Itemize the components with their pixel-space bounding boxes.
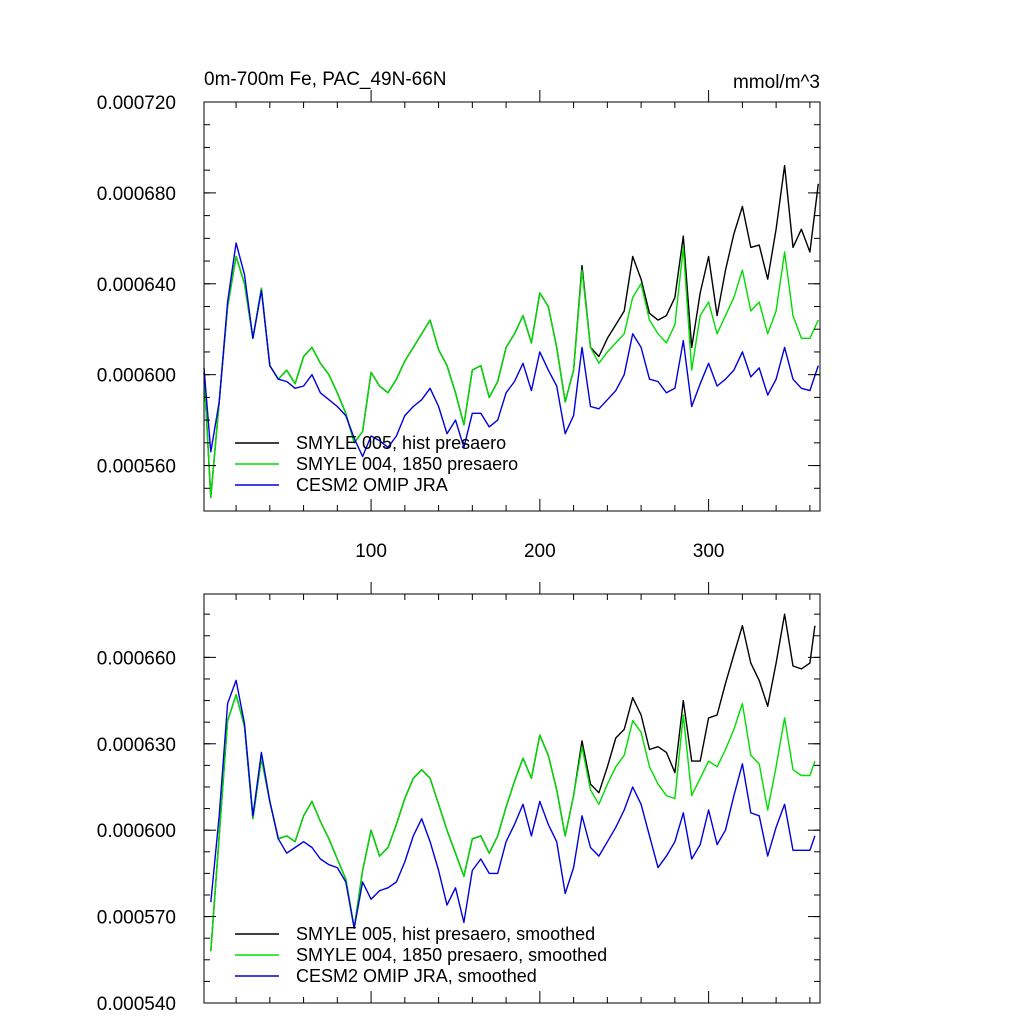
- chart-title: 0m-700m Fe, PAC_49N-66N: [204, 69, 447, 90]
- y-tick-label: 0.000640: [97, 275, 176, 296]
- series-lines: [210, 613, 816, 952]
- y-tick-label: 0.000600: [97, 821, 176, 842]
- x-tick-label: 200: [524, 541, 556, 562]
- series-line-1: [203, 246, 819, 499]
- y-tick-label: 0.000720: [97, 93, 176, 114]
- y-tick-label: 0.000560: [97, 457, 176, 478]
- x-tick-label: 300: [693, 541, 725, 562]
- top-panel: 0m-700m Fe, PAC_49N-66N mmol/m^3 0.00072…: [97, 69, 821, 562]
- x-tick-label: 100: [355, 541, 387, 562]
- legend-label: SMYLE 005, hist presaero, smoothed: [296, 924, 595, 944]
- axes: 0.000660 0.000630 0.000600 0.000570 0.000540: [97, 582, 821, 1015]
- y-tick-label: 0.000600: [97, 366, 176, 387]
- series-line-2: [210, 679, 816, 929]
- legend-label: SMYLE 004, 1850 presaero: [296, 454, 518, 474]
- series-line-1: [210, 694, 816, 952]
- y-tick-label: 0.000630: [97, 735, 176, 756]
- series-line-2: [203, 242, 819, 458]
- units-label: mmol/m^3: [733, 72, 820, 93]
- legend-label: CESM2 OMIP JRA, smoothed: [296, 966, 537, 986]
- series-line-0: [210, 613, 816, 952]
- y-tick-label: 0.000540: [97, 994, 176, 1015]
- series-lines: [203, 164, 819, 499]
- bottom-panel: 0.000660 0.000630 0.000600 0.000570 0.000540…: [97, 582, 821, 1015]
- y-tick-label: 0.000570: [97, 908, 176, 929]
- axes: 0.000720 0.000680 0.000640 0.000600 0.000560…: [97, 90, 821, 562]
- legend: SMYLE 005, hist presaero, smoothedSMYLE …: [235, 924, 607, 986]
- legend-label: SMYLE 005, hist presaero: [296, 433, 506, 453]
- y-tick-label: 0.000680: [97, 184, 176, 205]
- legend-label: CESM2 OMIP JRA: [296, 475, 448, 495]
- plot-frame: [203, 593, 821, 1004]
- y-tick-label: 0.000660: [97, 648, 176, 669]
- legend-label: SMYLE 004, 1850 presaero, smoothed: [296, 945, 607, 965]
